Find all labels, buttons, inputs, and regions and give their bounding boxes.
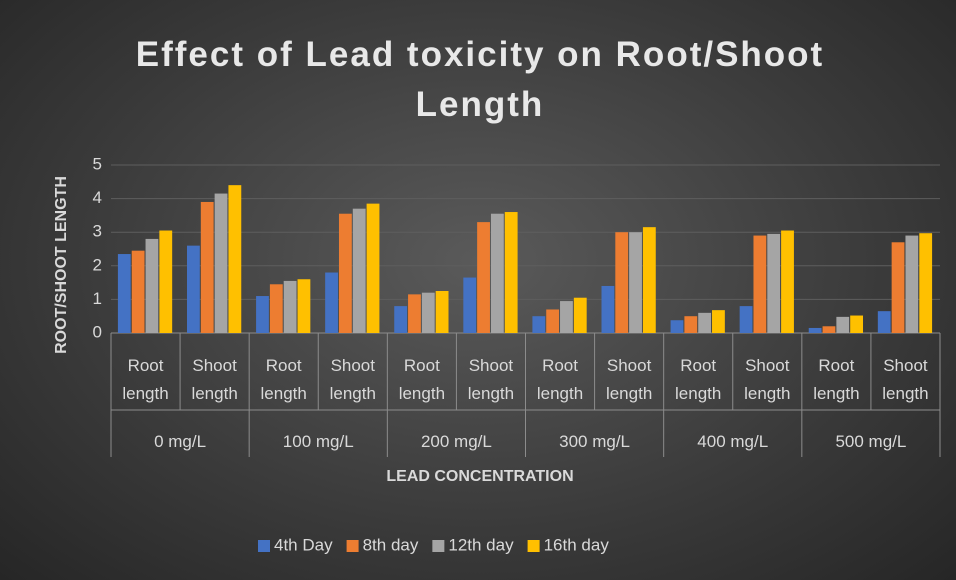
group-label: 400 mg/L: [697, 432, 769, 451]
x-tick-label: Shoot length: [882, 356, 929, 403]
x-tick-label: Root length: [260, 356, 307, 403]
bar: [712, 310, 725, 333]
bar: [228, 185, 242, 333]
bar: [421, 292, 435, 333]
bar: [408, 294, 421, 333]
bar: [891, 242, 905, 333]
chart-title: Effect of Lead toxicity on Root/Shoot Le…: [135, 35, 825, 124]
x-tick-label: Shoot length: [329, 356, 376, 403]
bar: [352, 208, 366, 333]
bar: [601, 285, 615, 333]
x-tick-label: Shoot length: [605, 356, 653, 403]
x-tick-label: Shoot length: [467, 356, 515, 403]
bar: [573, 297, 587, 333]
group-label: 300 mg/L: [559, 432, 631, 451]
legend-label: 4th Day: [274, 535, 333, 554]
bar: [325, 272, 338, 333]
bar: [629, 232, 642, 333]
legend-label: 16th day: [544, 535, 610, 554]
bar: [269, 284, 283, 333]
bar: [117, 254, 131, 333]
bar: [463, 277, 477, 333]
bar: [670, 320, 684, 333]
y-tick-label: 3: [93, 222, 102, 241]
bar: [546, 309, 560, 333]
bar: [338, 213, 352, 333]
bar: [366, 203, 380, 333]
x-tick-label: Shoot length: [191, 356, 238, 403]
bar: [615, 232, 629, 333]
y-tick-label: 2: [93, 255, 102, 274]
x-tick-label: Root length: [122, 356, 169, 403]
bar: [822, 326, 836, 333]
x-tick-label: Shoot length: [744, 356, 791, 403]
x-tick-label: Root length: [813, 356, 860, 403]
bar: [214, 193, 228, 333]
bar: [490, 213, 504, 333]
bar: [435, 291, 449, 333]
bar: [739, 306, 753, 333]
bar: [919, 233, 933, 333]
bar: [753, 235, 767, 333]
bar: [698, 312, 712, 333]
bar: [186, 245, 200, 333]
bar: [877, 311, 891, 333]
bar: [394, 306, 408, 333]
y-axis-title: ROOT/SHOOT LENGTH: [53, 176, 70, 354]
x-tick-label: Root length: [675, 356, 722, 403]
group-label: 100 mg/L: [282, 432, 354, 451]
y-tick-label: 4: [93, 188, 102, 207]
bar: [145, 238, 159, 333]
x-tick-label: Root length: [398, 356, 446, 403]
bar: [808, 327, 822, 333]
legend-swatch: [432, 540, 445, 552]
bar: [781, 230, 794, 333]
legend-swatch: [527, 540, 540, 552]
y-tick-label: 5: [93, 154, 102, 173]
group-label: 0 mg/L: [154, 432, 207, 451]
bar: [477, 222, 490, 333]
bar: [642, 227, 656, 333]
bar: [283, 280, 297, 333]
x-tick-label: Root length: [536, 356, 584, 403]
legend-label: 12th day: [448, 535, 514, 554]
legend-swatch: [258, 540, 270, 552]
bar: [159, 230, 173, 333]
bar: [836, 316, 850, 333]
y-tick-label: 0: [93, 322, 102, 341]
bar: [767, 233, 781, 333]
bar: [905, 235, 919, 333]
bar: [560, 301, 573, 333]
bar: [532, 316, 546, 333]
bar: [504, 212, 518, 333]
bar: [850, 315, 864, 333]
bar: [131, 250, 145, 333]
y-tick-label: 1: [93, 289, 102, 308]
legend-label: 8th day: [363, 535, 419, 554]
x-axis-title: LEAD CONCENTRATION: [386, 468, 573, 485]
bar: [256, 296, 269, 333]
group-label: 500 mg/L: [835, 432, 907, 451]
bar: [200, 201, 214, 333]
legend-swatch: [346, 540, 359, 552]
bar: [684, 316, 698, 333]
bar: [297, 279, 311, 333]
group-label: 200 mg/L: [420, 432, 492, 451]
